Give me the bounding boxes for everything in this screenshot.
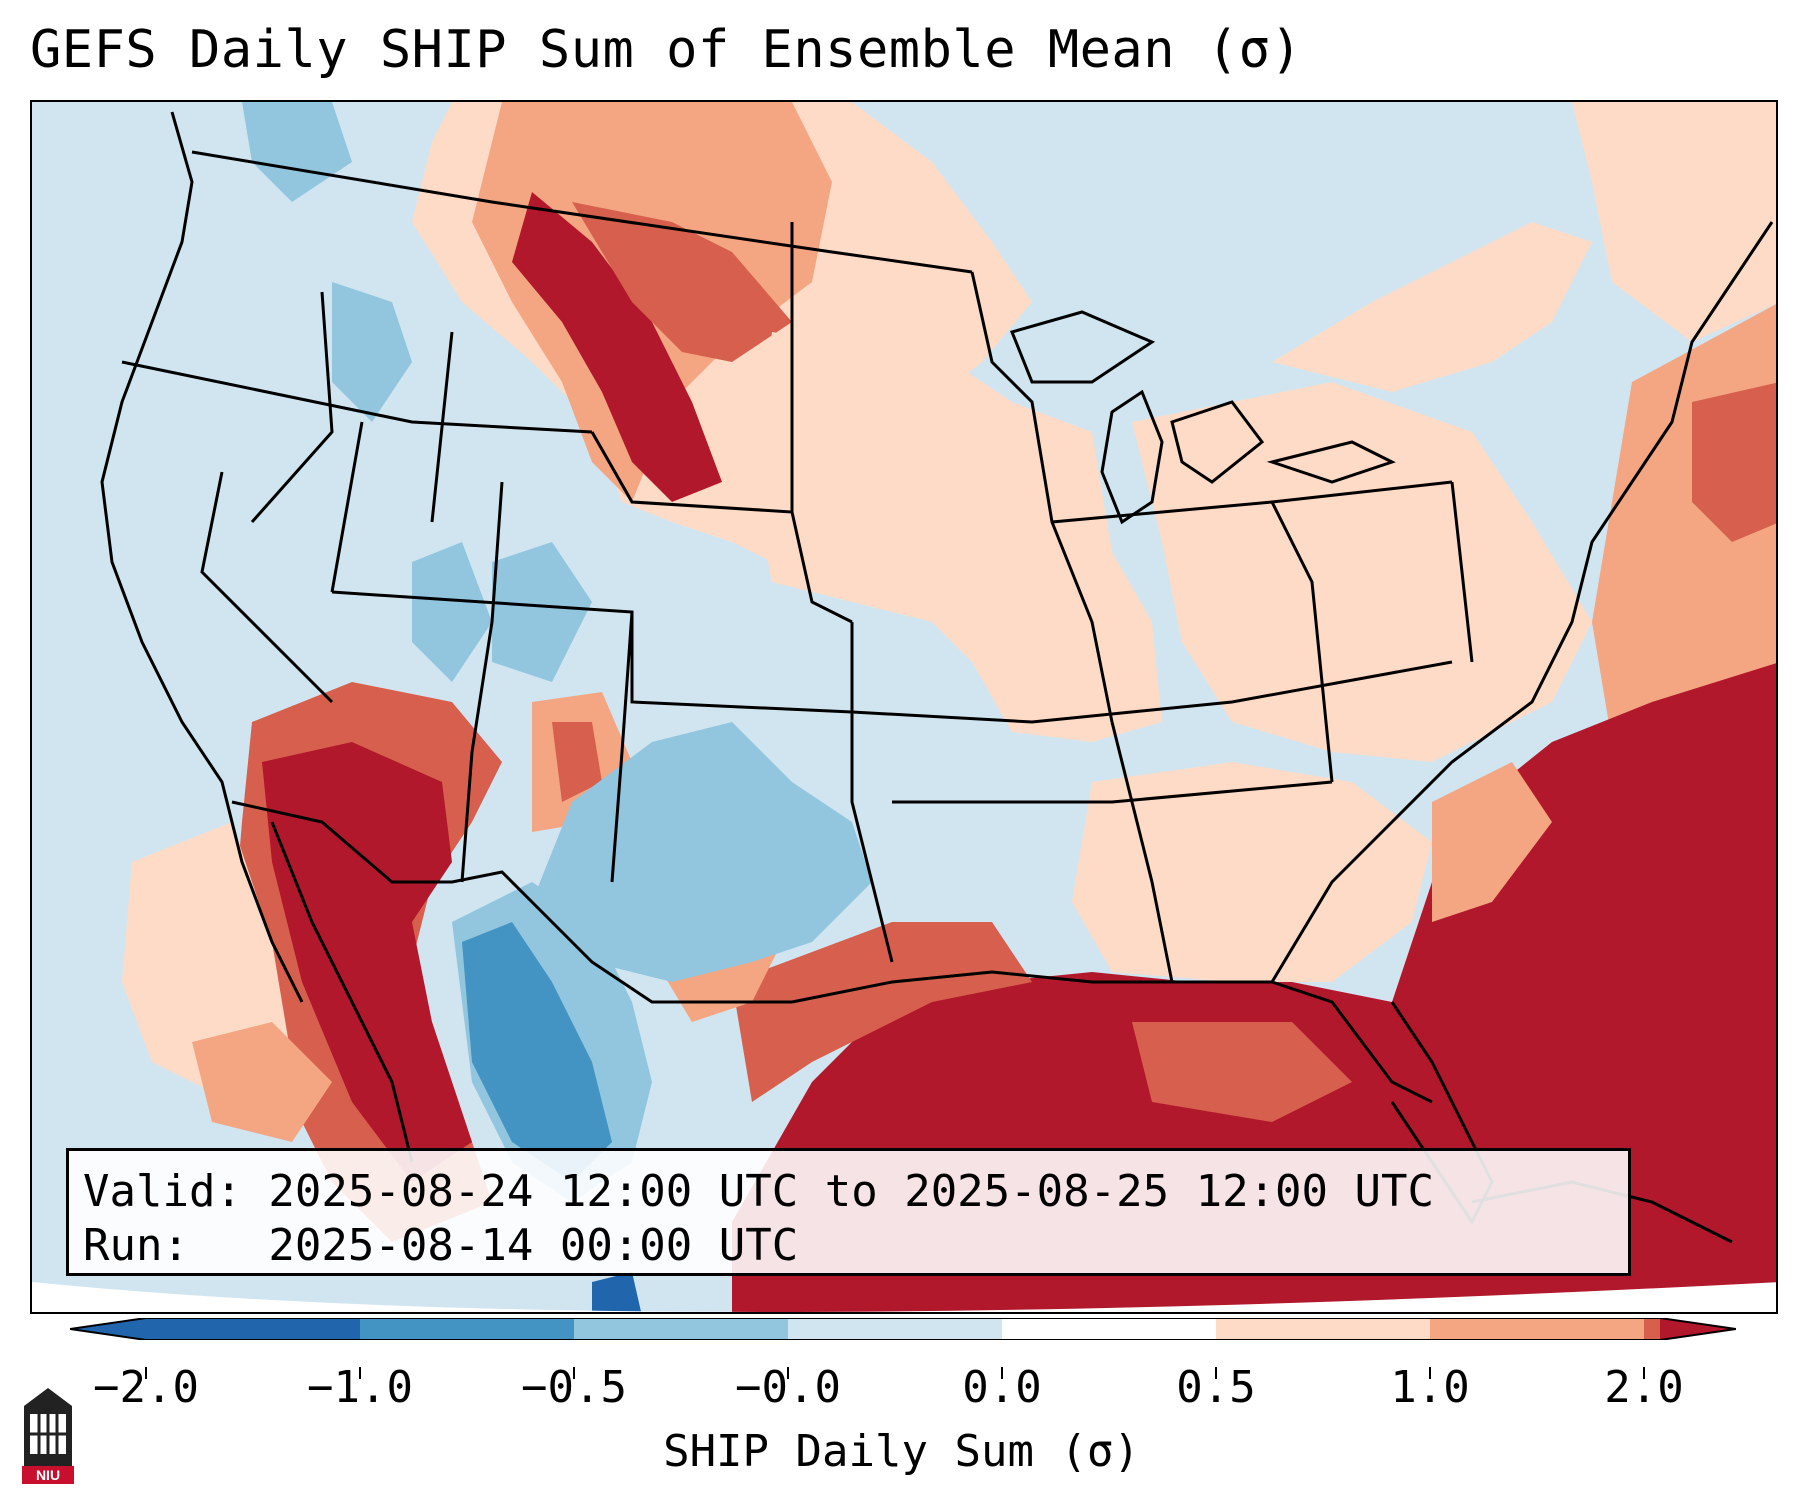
- niu-logo-icon: NIU: [22, 1388, 74, 1484]
- colorbar-ticks: [145, 1367, 1645, 1379]
- warm-anomaly-midwest: [752, 102, 1776, 762]
- colorbar: [70, 1318, 1736, 1340]
- tick-label: 1.0: [1390, 1362, 1470, 1413]
- tick-label: −1.0: [307, 1362, 413, 1413]
- colorbar-bin-8: [1644, 1318, 1660, 1340]
- tick-label: 0.0: [962, 1362, 1042, 1413]
- colorbar-extend-high: [1660, 1318, 1736, 1340]
- colorbar-bin-7: [1430, 1318, 1644, 1340]
- warm-anomaly-southwest: [122, 682, 632, 1242]
- colorbar-bin-3: [574, 1318, 788, 1340]
- map-panel: [30, 100, 1778, 1314]
- tick-label: −0.0: [735, 1362, 841, 1413]
- colorbar-bin-4: [788, 1318, 1002, 1340]
- svg-text:NIU: NIU: [36, 1467, 60, 1483]
- tick-label: −0.5: [521, 1362, 627, 1413]
- cool-anomaly-texas: [452, 722, 872, 1312]
- colorbar-extend-low: [70, 1318, 146, 1340]
- colorbar-bin-1: [146, 1318, 360, 1340]
- tick-label: −2.0: [93, 1362, 199, 1413]
- tick-label: 2.0: [1604, 1362, 1684, 1413]
- run-line: Run: 2025-08-14 00:00 UTC: [83, 1220, 799, 1271]
- warm-anomaly-northeast: [1592, 304, 1776, 802]
- colorbar-bin-2: [360, 1318, 574, 1340]
- ship-field-map: [32, 102, 1776, 1312]
- outside-domain: [32, 1282, 1776, 1312]
- cool-anomaly-rockies: [242, 102, 592, 682]
- valid-line: Valid: 2025-08-24 12:00 UTC to 2025-08-2…: [83, 1166, 1435, 1217]
- colorbar-bin-5: [1002, 1318, 1216, 1340]
- colorbar-label: SHIP Daily Sum (σ): [663, 1426, 1140, 1477]
- tick-label: 0.5: [1176, 1362, 1256, 1413]
- valid-run-box: Valid: 2025-08-24 12:00 UTC to 2025-08-2…: [66, 1148, 1631, 1276]
- map-title: GEFS Daily SHIP Sum of Ensemble Mean (σ): [30, 20, 1303, 80]
- boundaries: [100, 111, 1774, 1244]
- colorbar-bin-6: [1216, 1318, 1430, 1340]
